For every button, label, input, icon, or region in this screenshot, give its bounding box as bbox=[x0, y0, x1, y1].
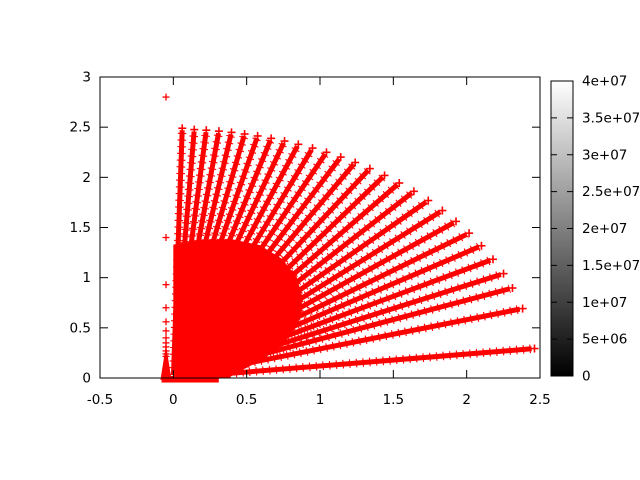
ray bbox=[246, 269, 508, 359]
ray bbox=[265, 229, 474, 336]
plus-marker bbox=[162, 234, 170, 242]
colorbar-tick-label: 5e+06 bbox=[582, 332, 627, 348]
ray-body bbox=[254, 257, 492, 350]
baseline-marker-strip bbox=[161, 375, 219, 383]
ray bbox=[269, 206, 447, 321]
ray-marker-bumps bbox=[268, 218, 456, 329]
plus-marker bbox=[162, 304, 170, 312]
ray bbox=[178, 125, 199, 271]
marker-cluster-tail bbox=[160, 344, 172, 380]
x-tick-label: 1 bbox=[316, 392, 325, 408]
ray-marker-bumps bbox=[269, 198, 429, 313]
ray bbox=[253, 158, 360, 283]
y-tick-label: 1 bbox=[82, 270, 91, 286]
ray-body bbox=[269, 190, 414, 305]
ray bbox=[260, 241, 486, 344]
ray-body bbox=[236, 148, 314, 272]
colorbar-tick-label: 3e+07 bbox=[582, 147, 627, 163]
ray-body bbox=[261, 244, 480, 343]
colorbar-tick-label: 3.5e+07 bbox=[582, 110, 640, 126]
ray bbox=[208, 131, 262, 268]
ray bbox=[235, 284, 517, 366]
y-tick-label: 2 bbox=[82, 170, 91, 186]
ray-marker-bumps bbox=[195, 344, 532, 381]
ray-marker-bumps bbox=[208, 136, 262, 268]
colorbar-tick-label: 1.5e+07 bbox=[582, 258, 640, 274]
data-layer bbox=[160, 93, 539, 383]
ray-marker-bumps bbox=[265, 181, 401, 299]
ray-body bbox=[259, 168, 371, 286]
x-tick-label: -0.5 bbox=[87, 392, 113, 408]
y-tick-label: 1.5 bbox=[70, 220, 91, 236]
y-tick-label: 3 bbox=[82, 70, 91, 86]
x-tick-label: 0 bbox=[169, 392, 178, 408]
x-tick-label: 2 bbox=[462, 392, 471, 408]
plus-marker bbox=[162, 281, 170, 289]
plus-marker bbox=[162, 327, 170, 335]
colorbar-tick-label: 2.5e+07 bbox=[582, 184, 640, 200]
plus-marker bbox=[162, 318, 170, 326]
colorbar-tick-label: 1e+07 bbox=[582, 295, 627, 311]
ray-marker-bumps bbox=[246, 270, 503, 359]
ray bbox=[262, 171, 389, 293]
ray-marker-bumps bbox=[169, 130, 187, 376]
ray bbox=[247, 153, 345, 279]
ray-body bbox=[270, 209, 442, 319]
ray-marker-bumps bbox=[262, 173, 386, 293]
x-tick-label: 2.5 bbox=[529, 392, 550, 408]
colorbar-tick-label: 4e+07 bbox=[582, 74, 627, 90]
ray bbox=[195, 344, 539, 381]
ray bbox=[265, 178, 404, 299]
y-tick-label: 0.5 bbox=[70, 320, 91, 336]
ray-marker-bumps bbox=[221, 141, 288, 269]
colorbar-tick-label: 2e+07 bbox=[582, 221, 627, 237]
ray bbox=[258, 164, 374, 288]
ray-body bbox=[179, 131, 197, 271]
ray bbox=[221, 137, 289, 269]
ray bbox=[268, 217, 461, 329]
axes-layer: -0.5 0 0.5 1 1.5 2 2.5 0 0.5 1 1.5 2 2.5 3 bbox=[70, 70, 551, 409]
ray bbox=[269, 196, 433, 313]
ray bbox=[201, 129, 249, 268]
ray-body bbox=[254, 162, 356, 282]
ray-body bbox=[220, 306, 521, 371]
plus-marker bbox=[162, 93, 170, 101]
ray-marker-bumps bbox=[189, 132, 223, 269]
ray-body bbox=[185, 131, 209, 270]
ray bbox=[254, 255, 497, 352]
ray bbox=[268, 187, 418, 306]
ray bbox=[169, 124, 187, 376]
ray-body bbox=[197, 133, 234, 268]
y-tick-label: 0 bbox=[82, 371, 91, 387]
x-tick-label: 1.5 bbox=[383, 392, 404, 408]
ray-body bbox=[243, 152, 328, 274]
ray-marker-bumps bbox=[235, 284, 511, 366]
x-tick-label: 0.5 bbox=[236, 392, 257, 408]
ray-body bbox=[248, 157, 342, 278]
ray bbox=[228, 140, 303, 271]
ray-body bbox=[266, 232, 468, 335]
ray bbox=[220, 304, 527, 373]
colorbar-tick-label: 0 bbox=[582, 369, 591, 385]
ray bbox=[235, 144, 317, 272]
ray bbox=[195, 128, 236, 269]
ray bbox=[215, 134, 276, 268]
y-tick-label: 2.5 bbox=[70, 120, 91, 136]
ray-marker-bumps bbox=[215, 138, 275, 268]
ray-body bbox=[203, 135, 247, 268]
colorbar: 0 5e+06 1e+07 1.5e+07 2e+07 2.5e+07 3e+07 3.5e+… bbox=[550, 74, 640, 385]
ray-body bbox=[229, 145, 300, 270]
ray bbox=[189, 127, 223, 269]
ray bbox=[183, 126, 211, 270]
ray bbox=[241, 148, 331, 275]
